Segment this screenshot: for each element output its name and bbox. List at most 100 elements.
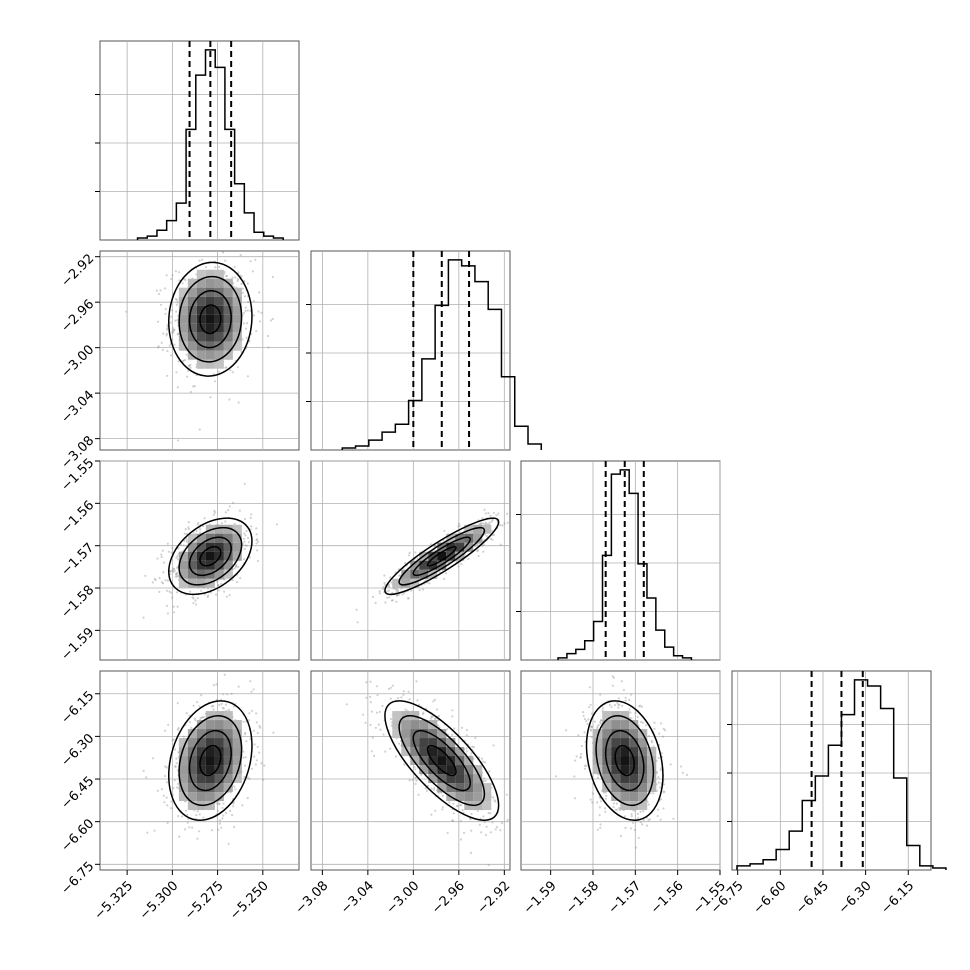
scatter-point	[390, 599, 393, 602]
scatter-point	[151, 757, 155, 760]
scatter-point	[685, 773, 689, 777]
scatter-point	[177, 574, 180, 577]
scatter-point	[166, 804, 169, 807]
density-cell	[205, 341, 215, 351]
scatter-point	[376, 711, 379, 714]
scatter-point	[176, 571, 179, 575]
scatter-point	[175, 556, 178, 559]
scatter-point	[172, 567, 175, 571]
scatter-point	[599, 823, 602, 826]
scatter-point	[225, 274, 228, 277]
scatter-point	[184, 278, 187, 282]
scatter-point	[590, 725, 594, 728]
density-cell	[178, 569, 188, 579]
scatter-point	[187, 527, 190, 531]
scatter-point	[598, 814, 601, 817]
density-cell	[232, 323, 242, 333]
scatter-point	[384, 750, 387, 753]
scatter-point	[157, 292, 161, 296]
y-tick-label: −3.04	[59, 388, 98, 427]
scatter-point	[575, 755, 578, 758]
scatter-point	[428, 582, 431, 585]
scatter-point	[471, 745, 474, 748]
density-cell	[232, 747, 242, 757]
scatter-point	[197, 521, 200, 525]
scatter-point	[499, 524, 502, 527]
axes-frame	[731, 670, 932, 871]
density-cell	[223, 305, 233, 315]
scatter-point	[172, 330, 175, 334]
density-cell	[437, 756, 447, 766]
scatter-point	[175, 591, 179, 594]
density-cell	[214, 569, 224, 579]
density-cell	[232, 296, 242, 306]
scatter-point	[596, 727, 599, 730]
scatter-point	[172, 787, 175, 790]
scatter-point	[400, 696, 403, 699]
density-cell	[401, 729, 411, 739]
scatter-point	[170, 277, 173, 281]
density-cell	[187, 551, 197, 561]
scatter-point	[256, 549, 259, 552]
scatter-point	[476, 809, 479, 813]
scatter-point	[145, 776, 148, 779]
scatter-point	[174, 270, 177, 273]
density-cell	[611, 720, 621, 730]
density-cell	[602, 747, 612, 757]
scatter-point	[248, 712, 251, 715]
density-cell	[187, 533, 197, 543]
scatter-point	[446, 728, 449, 731]
scatter-point	[215, 593, 218, 596]
scatter-point	[659, 818, 662, 821]
scatter-point	[194, 719, 197, 722]
scatter-point	[633, 828, 637, 832]
scatter-point	[170, 800, 173, 803]
scatter-point	[164, 287, 167, 290]
scatter-point	[174, 319, 177, 322]
scatter-point	[217, 584, 220, 587]
scatter-point	[408, 779, 411, 782]
density-cell	[401, 578, 411, 588]
scatter-point	[612, 806, 615, 809]
scatter-point	[382, 733, 385, 736]
scatter-point	[170, 591, 173, 594]
scatter-point	[244, 544, 247, 547]
scatter-point	[647, 803, 651, 806]
scatter-point	[216, 809, 219, 813]
scatter-point	[470, 812, 473, 816]
scatter-point	[369, 695, 372, 699]
scatter-point	[189, 366, 192, 369]
scatter-point	[233, 825, 236, 829]
scatter-point	[203, 517, 206, 520]
scatter-point	[411, 778, 414, 782]
scatter-point	[233, 265, 236, 268]
scatter-point	[163, 801, 166, 804]
scatter-point	[430, 543, 433, 546]
scatter-point	[142, 616, 145, 619]
density-cell	[205, 332, 215, 342]
scatter-point	[242, 756, 245, 759]
density-cell	[187, 305, 197, 315]
scatter-point	[243, 558, 246, 561]
scatter-point	[487, 812, 490, 815]
scatter-point	[203, 716, 206, 719]
scatter-point	[391, 684, 394, 687]
scatter-point	[474, 736, 477, 740]
scatter-point	[181, 282, 184, 285]
scatter-point	[249, 516, 252, 520]
scatter-point	[492, 796, 495, 799]
density-cell	[214, 296, 224, 306]
density-cell	[392, 711, 402, 721]
density-cell	[455, 774, 465, 784]
scatter-point	[365, 696, 368, 699]
scatter-point	[236, 366, 240, 369]
scatter-point	[173, 569, 176, 572]
scatter-point	[235, 565, 238, 568]
scatter-point	[383, 574, 386, 577]
scatter-point	[408, 551, 411, 555]
scatter-point	[171, 596, 174, 599]
scatter-point	[647, 735, 651, 738]
scatter-point	[451, 733, 454, 736]
scatter-point	[259, 726, 262, 729]
scatter-point	[245, 336, 248, 339]
